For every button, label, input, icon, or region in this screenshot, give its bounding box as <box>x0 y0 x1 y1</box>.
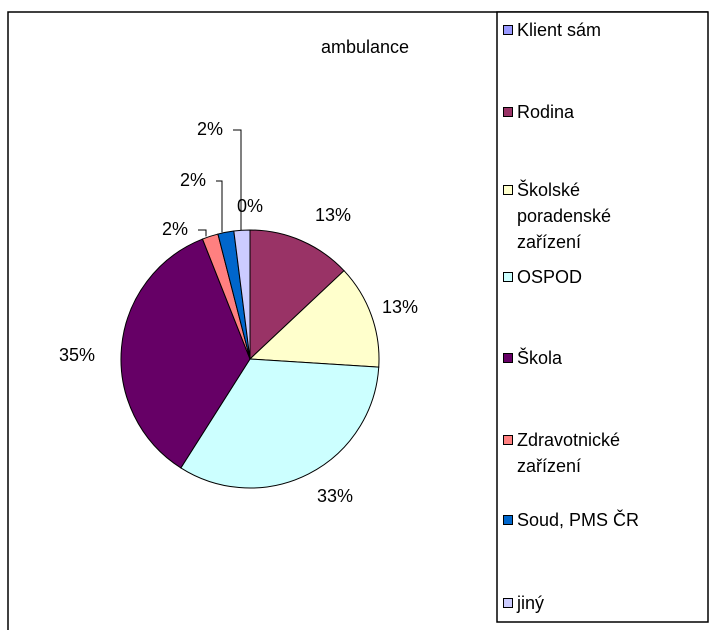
legend-swatch <box>503 185 513 195</box>
chart-title: ambulance <box>321 37 409 57</box>
legend-label: Zdravotnické zařízení <box>517 430 621 476</box>
legend-label: Soud, PMS ČR <box>517 510 640 530</box>
pie-slice <box>249 229 345 361</box>
legend-swatch <box>503 272 513 282</box>
data-label: 2% <box>180 170 206 190</box>
leader-line <box>233 129 242 231</box>
legend-swatch <box>503 515 513 525</box>
pie-slice <box>120 238 251 469</box>
data-label: 13% <box>315 205 351 225</box>
legend-swatch <box>503 435 513 445</box>
data-label: 35% <box>59 345 95 365</box>
pie-slice <box>233 229 251 360</box>
leader-line <box>216 180 223 233</box>
data-label: 2% <box>162 219 188 239</box>
legend-label: Školské poradenské zařízení <box>517 180 612 252</box>
pie-slice <box>180 358 380 489</box>
legend-label: Rodina <box>517 102 575 122</box>
legend-swatch <box>503 353 513 363</box>
legend-label: jiný <box>517 593 545 613</box>
pie-slice <box>248 269 380 368</box>
legend-swatch <box>503 25 513 35</box>
leader-line <box>198 229 207 237</box>
legend-swatch <box>503 107 513 117</box>
chart-border <box>7 11 708 630</box>
legend-box <box>496 11 709 623</box>
legend-label: OSPOD <box>517 267 583 287</box>
legend-label: Klient sám <box>517 20 602 40</box>
legend-swatch <box>503 598 513 608</box>
legend-label: Škola <box>517 348 563 368</box>
data-label: 33% <box>317 486 353 506</box>
data-label: 13% <box>382 297 418 317</box>
data-label: 2% <box>197 119 223 139</box>
data-label: 0% <box>237 196 263 216</box>
